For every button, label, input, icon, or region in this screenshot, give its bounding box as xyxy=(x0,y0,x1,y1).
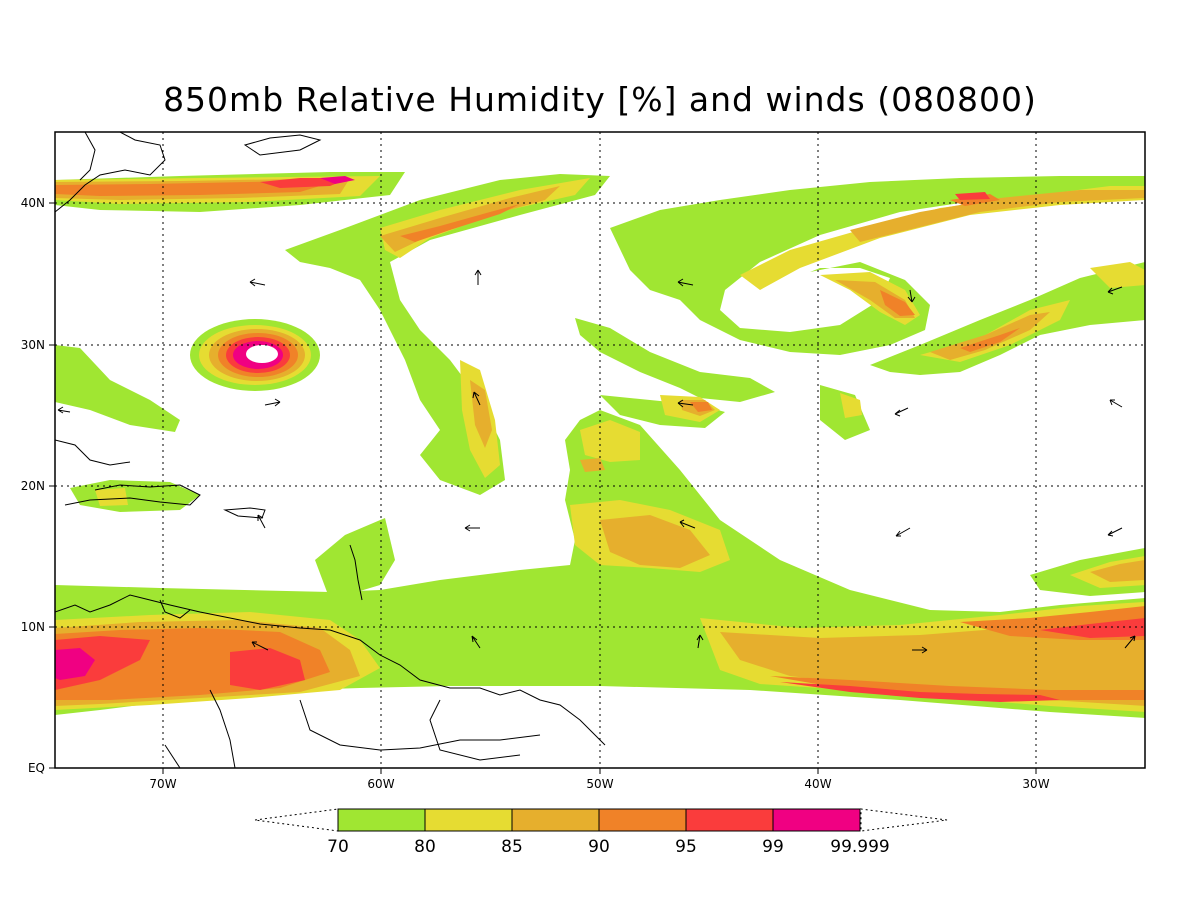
colorbar-swatch-85 xyxy=(511,808,600,832)
lat-label-30n: 30N xyxy=(21,338,45,352)
colorbar-swatches xyxy=(337,808,861,832)
lat-label-eq: EQ xyxy=(28,761,45,775)
colorbar-label-85: 85 xyxy=(501,837,523,857)
lon-label-70w: 70W xyxy=(149,777,176,791)
colorbar-swatch-90 xyxy=(598,808,687,832)
colorbar-label-90: 90 xyxy=(588,837,610,857)
colorbar-swatch-99 xyxy=(772,808,861,832)
wind-arrows xyxy=(57,269,1136,654)
colorbar-swatch-70 xyxy=(337,808,426,832)
colorbar-label-70: 70 xyxy=(327,837,349,857)
lon-label-30w: 30W xyxy=(1022,777,1049,791)
lat-label-40n: 40N xyxy=(21,196,45,210)
colorbar: 70 80 85 90 95 99 99.999 xyxy=(254,808,948,857)
lon-label-40w: 40W xyxy=(804,777,831,791)
hurricane-eye xyxy=(246,345,278,363)
lon-label-50w: 50W xyxy=(586,777,613,791)
colorbar-low-extension xyxy=(254,808,339,832)
colorbar-label-99: 99 xyxy=(762,837,784,857)
colorbar-swatch-95 xyxy=(685,808,774,832)
map-title: 850mb Relative Humidity [%] and winds (0… xyxy=(163,80,1037,119)
lon-label-60w: 60W xyxy=(367,777,394,791)
colorbar-high-extension xyxy=(860,808,948,832)
colorbar-label-80: 80 xyxy=(414,837,436,857)
humidity-field xyxy=(55,132,1145,768)
colorbar-swatch-80 xyxy=(424,808,513,832)
colorbar-label-99999: 99.999 xyxy=(830,837,889,857)
tick-marks xyxy=(49,202,1037,774)
grid-lines xyxy=(55,132,1145,768)
lat-label-20n: 20N xyxy=(21,479,45,493)
colorbar-label-95: 95 xyxy=(675,837,697,857)
coastlines xyxy=(55,132,606,768)
lat-label-10n: 10N xyxy=(21,620,45,634)
